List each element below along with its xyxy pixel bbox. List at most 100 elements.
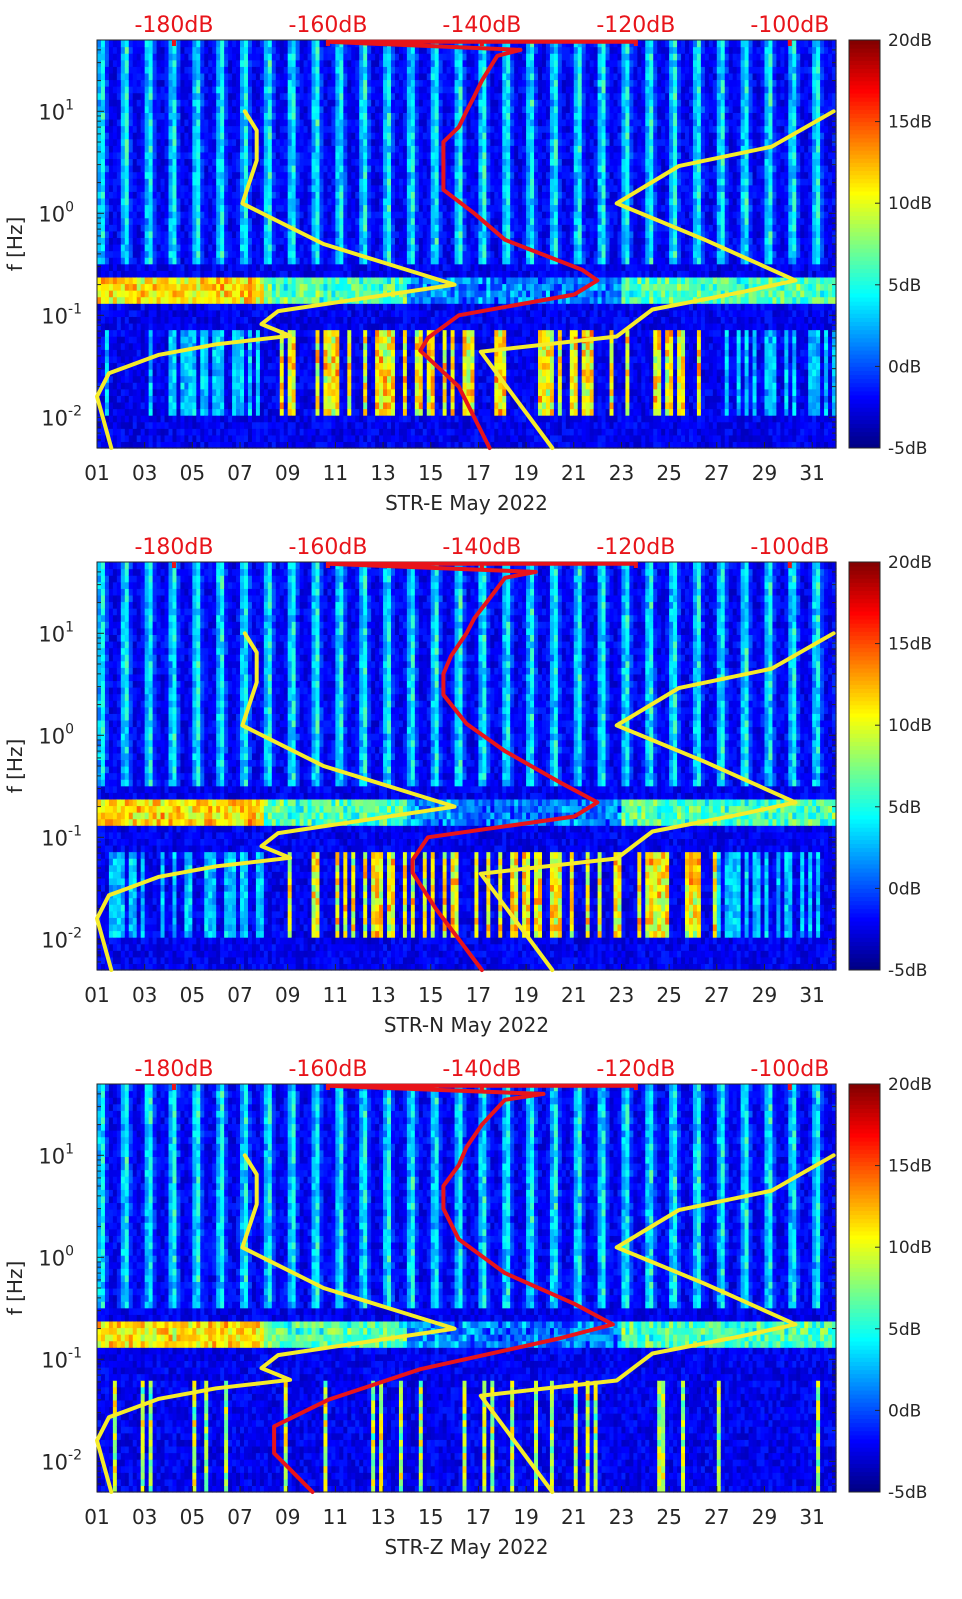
colorbar-tick-label: 10dB — [888, 194, 932, 214]
x-tick-label: 05 — [180, 461, 205, 485]
top-tick-label: -180dB — [134, 535, 213, 560]
yellow-curve-1 — [95, 631, 457, 972]
colorbar-tick-label: 0dB — [888, 879, 921, 899]
x-tick-label: 17 — [466, 1505, 491, 1529]
x-tick-label: 03 — [132, 983, 157, 1007]
x-axis-label: STR-N May 2022 — [384, 1013, 549, 1037]
y-tick-label: 100 — [38, 721, 74, 748]
x-tick-label: 09 — [275, 461, 300, 485]
y-axis-label: f [Hz] — [3, 217, 27, 272]
y-tick-label: 101 — [38, 97, 74, 124]
x-tick-label: 19 — [513, 1505, 538, 1529]
x-tick-label: 07 — [227, 983, 252, 1007]
colorbar — [849, 562, 880, 971]
yellow-curve-2 — [478, 631, 836, 972]
x-tick-label: 01 — [84, 461, 109, 485]
spectrogram-heatmap — [97, 40, 837, 449]
y-tick-label: 101 — [38, 1141, 74, 1168]
y-tick-label: 10-2 — [41, 403, 82, 430]
colorbar-tick-label: -5dB — [888, 961, 927, 981]
x-tick-label: 29 — [752, 1505, 777, 1529]
top-tick-label: -180dB — [134, 13, 213, 38]
top-tick-label: -140dB — [442, 535, 521, 560]
yellow-curve-1 — [95, 109, 457, 450]
y-tick-label: 101 — [38, 619, 74, 646]
panel-str-e: 01 03 05 07 09 11 13 15 17 19 21 23 25 27 29 31 STR-E Ma… — [0, 0, 962, 533]
x-tick-label: 23 — [609, 1505, 634, 1529]
x-tick-label: 21 — [561, 983, 586, 1007]
colorbar-frame — [848, 1083, 881, 1493]
x-tick-label: 13 — [370, 983, 395, 1007]
x-tick-label: 25 — [656, 983, 681, 1007]
spectrogram-chart: 01 03 05 07 09 11 13 15 17 19 21 23 25 27 29 31 STR-Z Ma… — [3, 1057, 932, 1559]
colorbar-tick-label: 10dB — [888, 1238, 932, 1258]
spectrogram-chart: 01 03 05 07 09 11 13 15 17 19 21 23 25 27 29 31 STR-E Ma… — [3, 13, 932, 515]
x-tick-label: 07 — [227, 461, 252, 485]
colorbar — [849, 1084, 880, 1493]
colorbar-tick-label: 15dB — [888, 1157, 932, 1177]
colorbar-tick-label: 15dB — [888, 635, 932, 655]
red-psd-curve — [272, 1083, 638, 1494]
x-tick-label: 17 — [466, 983, 491, 1007]
top-tick-label: -120dB — [596, 1057, 675, 1082]
spectrogram-heatmap — [97, 562, 837, 971]
top-tick-label: -120dB — [596, 13, 675, 38]
x-tick-label: 31 — [799, 461, 824, 485]
x-axis-label: STR-Z May 2022 — [385, 1535, 549, 1559]
colorbar-tick-label: 5dB — [888, 798, 921, 818]
colorbar-tick-label: 10dB — [888, 716, 932, 736]
x-tick-label: 03 — [132, 1505, 157, 1529]
x-tick-label: 15 — [418, 983, 443, 1007]
x-tick-label: 05 — [180, 983, 205, 1007]
red-psd-curve — [325, 561, 638, 972]
colorbar-tick-label: 0dB — [888, 1401, 921, 1421]
x-tick-label: 21 — [561, 461, 586, 485]
x-tick-label: 23 — [609, 461, 634, 485]
colorbar-tick-label: 20dB — [888, 553, 932, 573]
x-tick-label: 15 — [418, 1505, 443, 1529]
x-tick-label: 13 — [370, 461, 395, 485]
red-psd-curve — [325, 39, 638, 450]
x-tick-label: 27 — [704, 1505, 729, 1529]
y-tick-label: 100 — [38, 199, 74, 226]
x-tick-label: 29 — [752, 461, 777, 485]
x-tick-label: 25 — [656, 461, 681, 485]
top-tick-label: -100dB — [750, 1057, 829, 1082]
x-tick-label: 01 — [84, 1505, 109, 1529]
x-tick-label: 09 — [275, 1505, 300, 1529]
colorbar-tick-label: -5dB — [888, 439, 927, 459]
x-tick-label: 21 — [561, 1505, 586, 1529]
x-tick-label: 27 — [704, 461, 729, 485]
x-tick-label: 29 — [752, 983, 777, 1007]
y-tick-label: 10-1 — [41, 823, 82, 850]
panel-str-n: 01 03 05 07 09 11 13 15 17 19 21 23 25 27 29 31 STR-N Ma… — [0, 522, 962, 1055]
colorbar-tick-label: 20dB — [888, 31, 932, 51]
x-tick-label: 07 — [227, 1505, 252, 1529]
yellow-curve-2 — [478, 109, 836, 450]
y-tick-label: 10-1 — [41, 1345, 82, 1372]
y-tick-label: 10-1 — [41, 301, 82, 328]
y-tick-label: 10-2 — [41, 1447, 82, 1474]
x-tick-label: 11 — [323, 983, 348, 1007]
colorbar-tick-label: -5dB — [888, 1483, 927, 1503]
colorbar-frame — [848, 561, 881, 971]
top-tick-label: -140dB — [442, 1057, 521, 1082]
x-tick-label: 19 — [513, 983, 538, 1007]
y-tick-label: 10-2 — [41, 925, 82, 952]
x-tick-label: 01 — [84, 983, 109, 1007]
x-tick-label: 15 — [418, 461, 443, 485]
top-tick-label: -140dB — [442, 13, 521, 38]
x-tick-label: 17 — [466, 461, 491, 485]
top-tick-label: -160dB — [288, 535, 367, 560]
top-tick-label: -160dB — [288, 1057, 367, 1082]
x-tick-label: 25 — [656, 1505, 681, 1529]
x-tick-label: 31 — [799, 1505, 824, 1529]
spectrogram-heatmap — [97, 1084, 837, 1493]
top-tick-label: -100dB — [750, 13, 829, 38]
y-axis-label: f [Hz] — [3, 739, 27, 794]
y-axis-label: f [Hz] — [3, 1261, 27, 1316]
x-tick-label: 03 — [132, 461, 157, 485]
top-tick-label: -120dB — [596, 535, 675, 560]
spectrogram-chart: 01 03 05 07 09 11 13 15 17 19 21 23 25 27 29 31 STR-N Ma… — [3, 535, 932, 1037]
top-tick-label: -160dB — [288, 13, 367, 38]
